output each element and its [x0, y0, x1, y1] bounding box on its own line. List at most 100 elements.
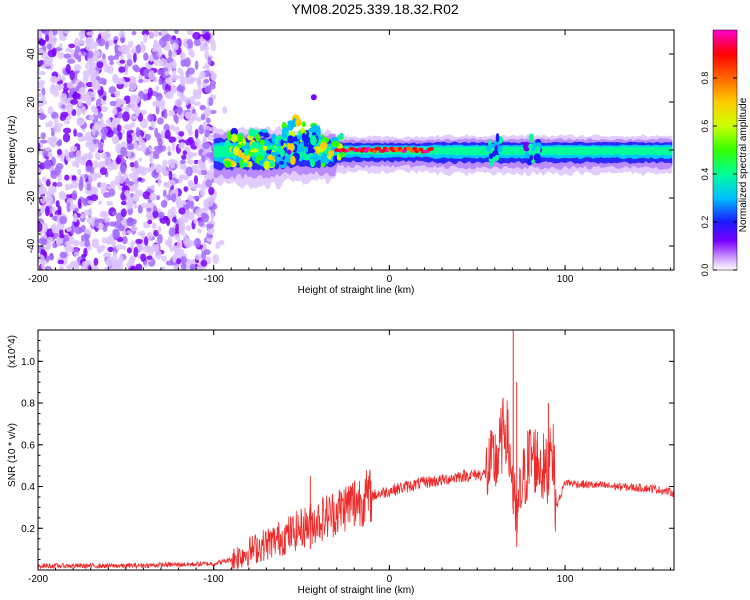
spectrogram-noise-cell: [112, 107, 118, 116]
spectrogram-noise-cell: [168, 109, 175, 117]
spectrogram-noise-cell: [58, 84, 65, 90]
colorbar-tick-label: 0.2: [700, 216, 710, 229]
spectrogram-noise-cell: [113, 54, 119, 60]
spectrogram-noise-cell: [185, 78, 194, 85]
spectrogram-noise-cell: [150, 162, 156, 170]
spectrogram-noise-cell: [142, 93, 148, 102]
spectrogram-noise-cell: [38, 92, 44, 97]
spectrogram-noise-cell: [90, 147, 96, 153]
spectrogram-noise-cell: [97, 38, 106, 47]
spectrogram-noise-cell: [163, 110, 168, 119]
spectrogram-noise-cell: [112, 229, 121, 240]
spectrogram-noise-cell: [107, 163, 114, 171]
snr-x-tick-label: 100: [557, 574, 574, 585]
spectrogram-noise-cell: [180, 256, 188, 264]
spectrogram-noise-cell: [101, 152, 107, 159]
spectrogram-noise-cell: [50, 130, 55, 137]
spectrogram-noise-cell: [38, 82, 45, 89]
spectrogram-noise-cell: [102, 225, 108, 232]
spectrogram-noise-cell: [75, 132, 84, 138]
spectrogram-noise-cell: [210, 73, 217, 82]
spectrogram-noise-cell: [185, 166, 193, 177]
spectrogram-noise-cell: [193, 175, 199, 185]
spectrogram-noise-cell: [138, 78, 144, 84]
spectrogram-noise-cell: [194, 138, 201, 148]
spectrogram-noise-cell: [219, 239, 225, 246]
spectrogram-noise-cell: [193, 38, 202, 47]
spectrogram-noise-cell: [160, 30, 168, 36]
spectrogram-disturbance: [308, 148, 316, 154]
spectrogram-noise-cell: [136, 243, 144, 252]
spectrogram-y-tick-label: -20: [26, 190, 37, 205]
spectrogram-blob: [241, 162, 249, 168]
spectrogram-noise-cell: [208, 186, 215, 196]
spectrogram-noise-cell: [84, 61, 93, 70]
spectrogram-noise-cell: [174, 98, 183, 107]
spectrogram-blob: [328, 149, 335, 157]
spectrogram-noise-cell: [53, 124, 59, 133]
spectrogram-noise-cell: [46, 240, 52, 250]
spectrogram-noise-cell: [200, 212, 208, 219]
colorbar-ticks: 0.0 0.2 0.4 0.6 0.8: [700, 72, 737, 276]
spectrogram-noise-cell: [105, 30, 110, 33]
spectrogram-noise-cell: [120, 165, 127, 175]
spectrogram-noise-cell: [167, 179, 176, 186]
spectrogram-noise-cell: [89, 166, 95, 174]
spectrogram-noise-cell: [42, 176, 47, 183]
spectrogram-noise-cell: [191, 77, 198, 82]
spectrogram-noise-cell: [133, 184, 138, 193]
spectrogram-noise-cell: [58, 43, 63, 48]
spectrogram-noise-cell: [158, 77, 163, 86]
spectrogram-blob: [242, 154, 251, 161]
spectrogram-noise-cell: [200, 113, 206, 121]
colorbar-tick-label: 0.4: [700, 168, 710, 181]
spectrogram-noise-cell: [97, 112, 103, 119]
spectrogram-blob: [231, 133, 238, 143]
snr-content: [38, 330, 674, 570]
spectrogram-noise-cell: [84, 233, 89, 242]
spectrogram-noise-cell: [143, 33, 148, 44]
spectrogram-noise-cell: [126, 217, 135, 227]
spectrogram-noise-cell: [56, 148, 63, 156]
spectrogram-noise-cell: [51, 136, 58, 142]
spectrogram-noise-cell: [135, 238, 143, 244]
spectrogram-noise-cell: [202, 121, 207, 130]
spectrogram-noise-cell: [112, 73, 119, 84]
spectrogram-noise-cell: [129, 265, 137, 270]
spectrogram-noise-cell: [167, 209, 173, 220]
spectrogram-noise-cell: [197, 169, 202, 176]
spectrogram-noise-cell: [142, 78, 150, 83]
spectrogram-disturbance: [523, 141, 531, 152]
spectrogram-noise-cell: [70, 180, 79, 189]
spectrogram-noise-cell: [168, 227, 176, 237]
spectrogram-noise-cell: [38, 184, 46, 195]
spectrogram-noise-cell: [55, 200, 60, 208]
spectrogram-noise-cell: [50, 83, 56, 91]
spectrogram-noise-cell: [152, 150, 160, 157]
spectrogram-noise-cell: [193, 237, 202, 248]
spectrogram-noise-cell: [98, 77, 107, 85]
spectrogram-noise-cell: [87, 50, 94, 59]
spectrogram-noise-cell: [173, 264, 178, 270]
spectrogram-noise-cell: [63, 120, 71, 125]
spectrogram-noise-cell: [158, 57, 168, 67]
spectrogram-noise-cell: [59, 93, 68, 100]
spectrogram-noise-cell: [153, 229, 159, 237]
spectrogram-disturbance: [529, 154, 533, 161]
spectrogram-y-tick-label: 20: [26, 96, 37, 108]
spectrogram-noise-cell: [51, 111, 59, 120]
spectrogram-noise-cell: [52, 242, 58, 249]
spectrogram-noise-cell: [38, 142, 41, 152]
spectrogram-noise-cell: [93, 107, 99, 116]
spectrogram-noise-cell: [186, 38, 194, 49]
spectrogram-disturbance: [497, 146, 503, 153]
spectrogram-noise-cell: [148, 70, 155, 81]
spectrogram-noise-cell: [88, 172, 93, 184]
spectrogram-noise-cell: [97, 200, 103, 205]
spectrogram-blob: [295, 118, 302, 127]
spectrogram-noise-cell: [210, 212, 215, 222]
spectrogram-noise-cell: [118, 66, 126, 73]
spectrogram-noise-cell: [129, 99, 135, 110]
spectrogram-noise-cell: [71, 190, 78, 201]
spectrogram-noise-cell: [207, 134, 216, 142]
